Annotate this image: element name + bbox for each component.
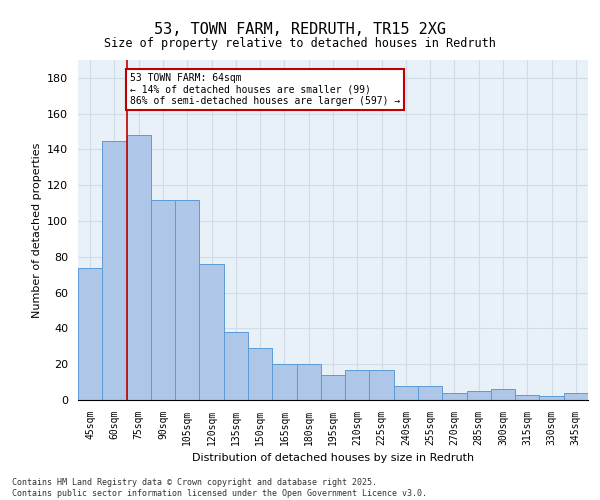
Bar [370,370,394,400]
Bar [175,200,199,400]
Bar [418,386,442,400]
Bar [102,140,127,400]
Bar [442,393,467,400]
Bar [515,394,539,400]
Bar [248,348,272,400]
Bar [394,386,418,400]
X-axis label: Distribution of detached houses by size in Redruth: Distribution of detached houses by size … [192,454,474,464]
Bar [272,364,296,400]
Bar [199,264,224,400]
Bar [321,375,345,400]
Bar [296,364,321,400]
Text: Contains HM Land Registry data © Crown copyright and database right 2025.
Contai: Contains HM Land Registry data © Crown c… [12,478,427,498]
Bar [564,393,588,400]
Bar [78,268,102,400]
Text: 53 TOWN FARM: 64sqm
← 14% of detached houses are smaller (99)
86% of semi-detach: 53 TOWN FARM: 64sqm ← 14% of detached ho… [130,72,400,106]
Text: 53, TOWN FARM, REDRUTH, TR15 2XG: 53, TOWN FARM, REDRUTH, TR15 2XG [154,22,446,38]
Bar [539,396,564,400]
Text: Size of property relative to detached houses in Redruth: Size of property relative to detached ho… [104,38,496,51]
Bar [345,370,370,400]
Bar [491,390,515,400]
Bar [224,332,248,400]
Bar [127,135,151,400]
Bar [151,200,175,400]
Bar [467,391,491,400]
Y-axis label: Number of detached properties: Number of detached properties [32,142,41,318]
